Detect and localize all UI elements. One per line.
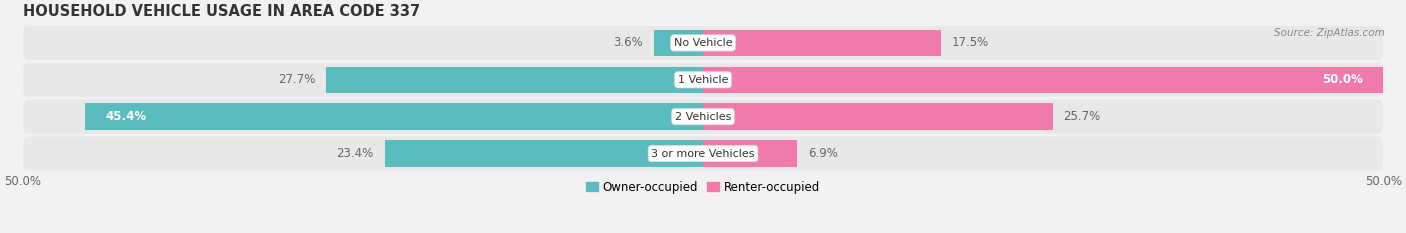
Text: 27.7%: 27.7% — [278, 73, 315, 86]
Text: Source: ZipAtlas.com: Source: ZipAtlas.com — [1274, 28, 1385, 38]
FancyBboxPatch shape — [22, 137, 1384, 171]
Bar — [703, 103, 1053, 130]
Text: 50.0%: 50.0% — [1322, 73, 1362, 86]
Text: 1 Vehicle: 1 Vehicle — [678, 75, 728, 85]
Text: 6.9%: 6.9% — [808, 147, 838, 160]
Bar — [385, 140, 703, 167]
Text: 17.5%: 17.5% — [952, 36, 990, 49]
Text: 23.4%: 23.4% — [336, 147, 374, 160]
Text: HOUSEHOLD VEHICLE USAGE IN AREA CODE 337: HOUSEHOLD VEHICLE USAGE IN AREA CODE 337 — [22, 4, 420, 19]
Legend: Owner-occupied, Renter-occupied: Owner-occupied, Renter-occupied — [581, 176, 825, 199]
Bar — [703, 30, 941, 56]
Bar — [86, 103, 703, 130]
Text: 45.4%: 45.4% — [105, 110, 146, 123]
FancyBboxPatch shape — [22, 26, 1384, 60]
Text: 3.6%: 3.6% — [613, 36, 643, 49]
Bar — [654, 30, 703, 56]
Text: 2 Vehicles: 2 Vehicles — [675, 112, 731, 122]
Bar — [326, 67, 703, 93]
FancyBboxPatch shape — [22, 100, 1384, 134]
Bar — [703, 67, 1384, 93]
Text: No Vehicle: No Vehicle — [673, 38, 733, 48]
FancyBboxPatch shape — [22, 63, 1384, 97]
Text: 25.7%: 25.7% — [1063, 110, 1101, 123]
Text: 3 or more Vehicles: 3 or more Vehicles — [651, 148, 755, 158]
Bar — [703, 140, 797, 167]
